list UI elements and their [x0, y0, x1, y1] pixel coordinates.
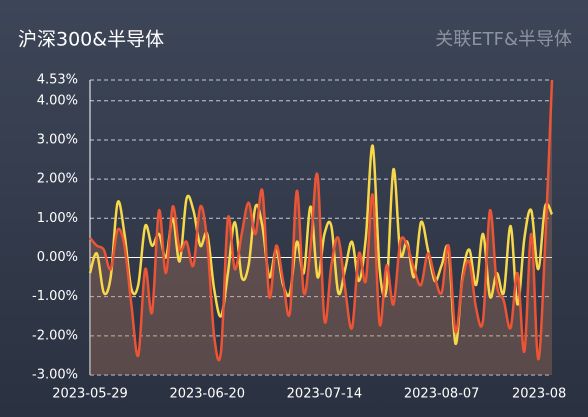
x-tick-label: 2023-07-14: [287, 387, 363, 402]
area: [90, 80, 552, 375]
x-tick-label: 2023-08-07: [404, 387, 480, 402]
x-tick-label: 2023-08: [512, 387, 566, 402]
plot-area: -3.00% -2.00% -1.00% 0.00% 1.00% 2.00% 3.00% 4.…: [32, 73, 566, 402]
y-tick-label: 1.00%: [37, 211, 78, 226]
y-tick-label: -3.00%: [32, 368, 78, 383]
subtitle[interactable]: 关联ETF&半导体: [435, 29, 572, 50]
series-line: [89, 79, 554, 362]
y-tick-label: -2.00%: [32, 328, 78, 343]
y-tick-label: 3.00%: [37, 132, 78, 147]
y-tick-label: 2.00%: [37, 172, 78, 187]
x-tick-label: 2023-06-20: [169, 387, 245, 402]
y-tick-label: -1.00%: [32, 289, 78, 304]
y-tick-label: 0.00%: [37, 250, 78, 265]
y-tick-label: 4.00%: [37, 93, 78, 108]
chart-title: 沪深300&半导体: [18, 29, 164, 51]
x-tick-label: 2023-05-29: [52, 387, 128, 402]
y-tick-label: 4.53%: [37, 73, 78, 88]
